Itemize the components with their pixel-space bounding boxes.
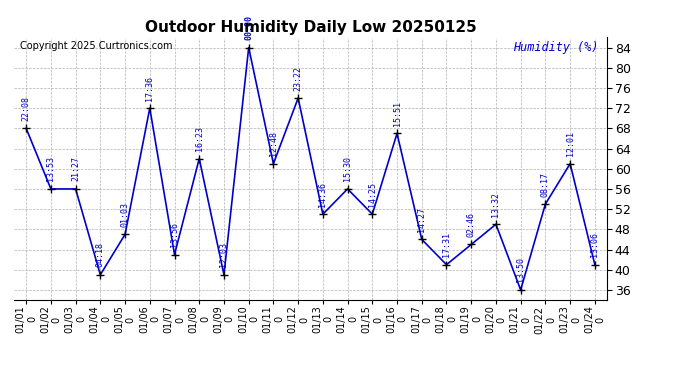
Text: 13:53: 13:53 — [46, 156, 55, 182]
Text: 13:06: 13:06 — [591, 232, 600, 257]
Text: 00:00: 00:00 — [244, 15, 253, 40]
Text: 01:03: 01:03 — [121, 202, 130, 227]
Text: 15:30: 15:30 — [343, 156, 352, 182]
Text: 16:23: 16:23 — [195, 126, 204, 151]
Text: 23:22: 23:22 — [294, 66, 303, 90]
Text: 17:36: 17:36 — [146, 76, 155, 100]
Text: Copyright 2025 Curtronics.com: Copyright 2025 Curtronics.com — [20, 42, 172, 51]
Text: 15:51: 15:51 — [393, 101, 402, 126]
Text: 14:36: 14:36 — [318, 182, 327, 207]
Text: 08:17: 08:17 — [541, 171, 550, 196]
Text: 12:48: 12:48 — [269, 131, 278, 156]
Text: 04:18: 04:18 — [96, 242, 105, 267]
Text: 13:56: 13:56 — [170, 222, 179, 247]
Title: Outdoor Humidity Daily Low 20250125: Outdoor Humidity Daily Low 20250125 — [145, 20, 476, 35]
Text: 02:46: 02:46 — [466, 212, 475, 237]
Text: 17:31: 17:31 — [442, 232, 451, 257]
Text: 13:50: 13:50 — [516, 257, 525, 282]
Text: 12:03: 12:03 — [219, 242, 228, 267]
Text: 22:08: 22:08 — [21, 96, 30, 121]
Text: 13:32: 13:32 — [491, 192, 500, 217]
Text: 14:25: 14:25 — [368, 182, 377, 207]
Text: 21:27: 21:27 — [71, 156, 80, 182]
Text: Humidity (%): Humidity (%) — [513, 42, 598, 54]
Text: 14:27: 14:27 — [417, 207, 426, 232]
Text: 12:01: 12:01 — [566, 131, 575, 156]
